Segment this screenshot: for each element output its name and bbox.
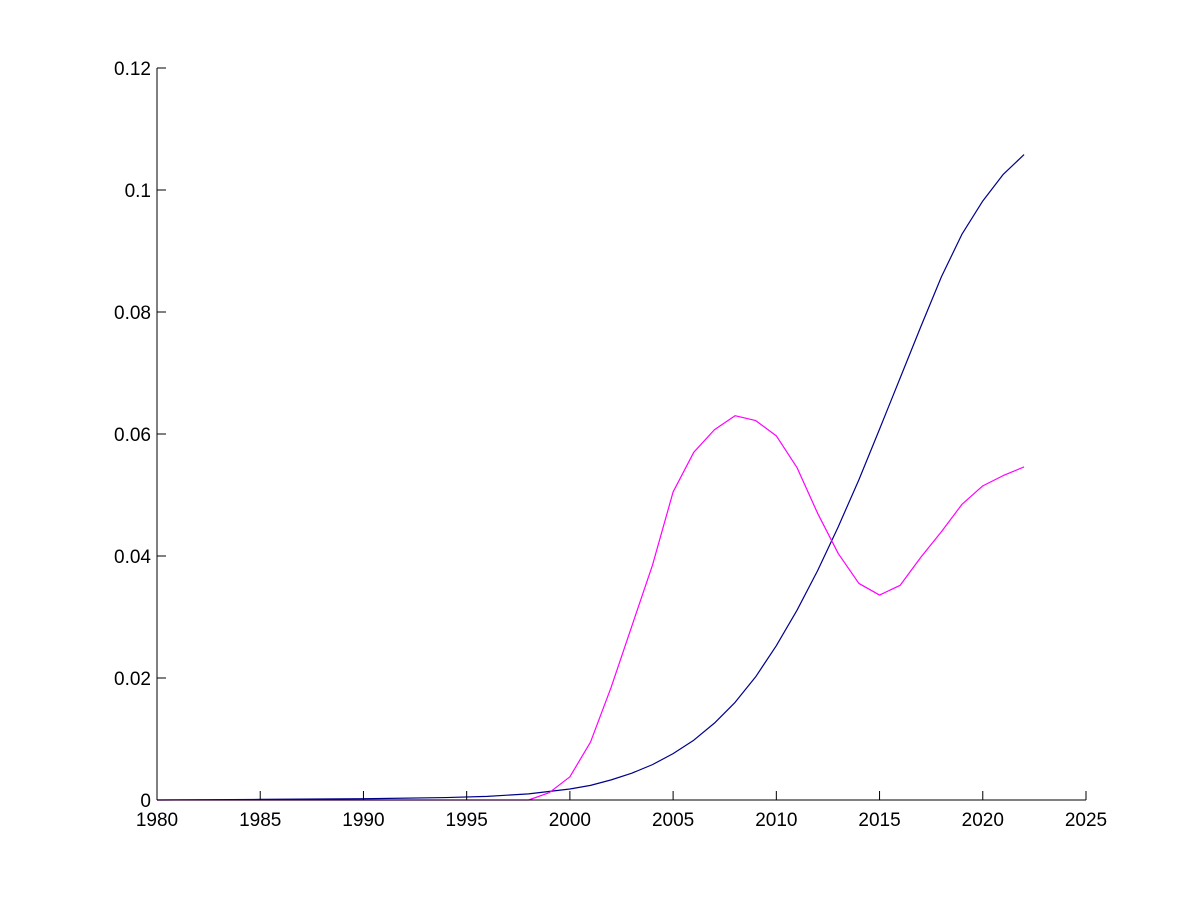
x-tick-label: 2020 bbox=[962, 810, 1004, 831]
x-tick-label: 2015 bbox=[858, 810, 900, 831]
series-line-2 bbox=[157, 415, 1025, 801]
y-tick-label: 0.02 bbox=[114, 669, 151, 690]
x-tick-label: 1980 bbox=[136, 810, 178, 831]
series-line-1 bbox=[156, 154, 1025, 801]
x-tick-label: 2025 bbox=[1065, 810, 1107, 831]
x-tick-label: 1995 bbox=[446, 810, 488, 831]
y-tick-label: 0.04 bbox=[114, 547, 151, 568]
x-tick-label: 2010 bbox=[755, 810, 797, 831]
y-tick-label: 0.12 bbox=[114, 59, 151, 80]
x-tick-label: 2005 bbox=[652, 810, 694, 831]
x-tick-label: 1985 bbox=[239, 810, 281, 831]
x-tick-label: 1990 bbox=[342, 810, 384, 831]
y-tick-label: 0 bbox=[140, 791, 151, 812]
x-tick-label: 2000 bbox=[549, 810, 591, 831]
tick-labels-layer: 1980 1985 1990 1995 2000 2005 2010 2015 2020 2025… bbox=[114, 59, 1107, 831]
axes-layer bbox=[156, 67, 1087, 801]
y-tick-label: 0.06 bbox=[114, 425, 151, 446]
y-tick-label: 0.1 bbox=[125, 181, 151, 202]
series-layer bbox=[156, 154, 1025, 801]
y-tick-label: 0.08 bbox=[114, 303, 151, 324]
